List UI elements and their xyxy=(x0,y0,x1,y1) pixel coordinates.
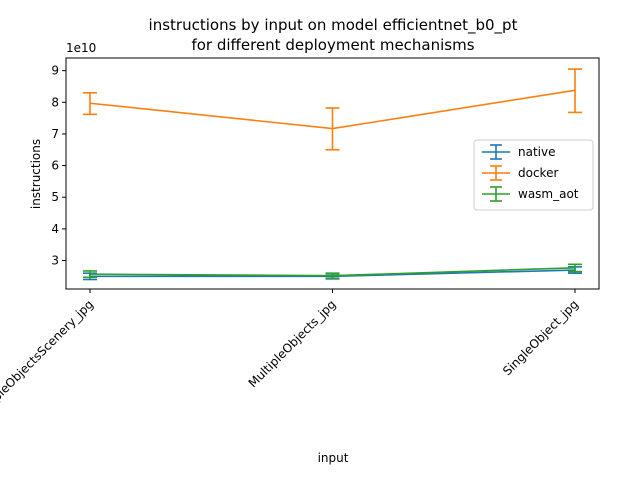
x-tick-label: MultipleObjects_jpg xyxy=(246,297,339,390)
y-tick-label: 3 xyxy=(51,254,59,268)
x-tick-label: SingleObject_jpg xyxy=(500,297,581,378)
y-offset-label: 1e10 xyxy=(66,41,96,55)
y-tick-label: 4 xyxy=(51,222,59,236)
series-wasm_aot xyxy=(83,263,582,280)
x-axis: MultipleObjectsScenery_jpg MultipleObject… xyxy=(0,289,581,425)
x-tick-label: MultipleObjectsScenery_jpg xyxy=(0,297,96,424)
x-axis-label: input xyxy=(318,451,349,465)
legend: native docker wasm_aot xyxy=(473,139,594,211)
series-docker xyxy=(83,68,582,151)
chart-title-line2: for different deployment mechanisms xyxy=(191,36,474,54)
legend-label-wasm_aot: wasm_aot xyxy=(518,187,579,201)
legend-box xyxy=(473,139,594,211)
y-tick-label: 6 xyxy=(51,159,59,173)
series-layer xyxy=(83,68,582,281)
y-tick-label: 7 xyxy=(51,127,59,141)
y-tick-label: 8 xyxy=(51,95,59,109)
legend-label-native: native xyxy=(518,145,555,159)
y-axis-label: instructions xyxy=(29,139,43,209)
y-tick-label: 9 xyxy=(51,64,59,78)
y-axis: 3 4 5 6 7 8 9 xyxy=(51,64,66,268)
chart-title-line1: instructions by input on model efficient… xyxy=(149,16,518,35)
y-tick-label: 5 xyxy=(51,190,59,204)
legend-label-docker: docker xyxy=(518,166,558,180)
